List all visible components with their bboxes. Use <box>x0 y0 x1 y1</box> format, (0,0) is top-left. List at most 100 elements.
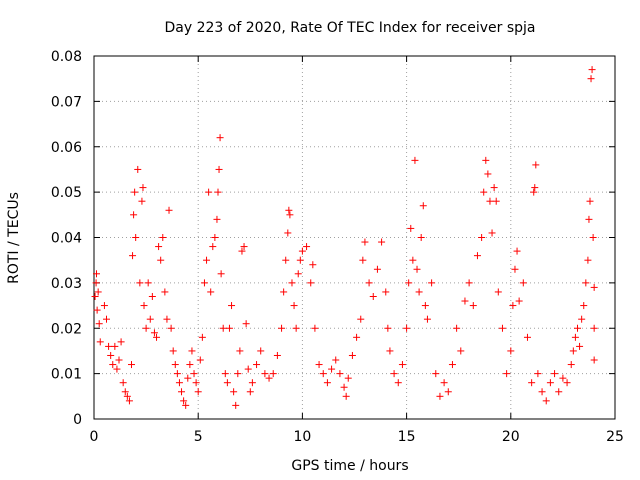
data-point <box>461 297 469 305</box>
data-point <box>567 361 575 369</box>
data-point <box>285 206 293 214</box>
data-point <box>453 324 461 332</box>
x-tick-label: 20 <box>502 429 520 445</box>
data-point <box>534 370 542 378</box>
data-point <box>216 134 224 142</box>
data-point <box>280 288 288 296</box>
data-point <box>484 170 492 178</box>
data-point <box>117 338 125 346</box>
data-point <box>178 388 186 396</box>
data-point <box>571 333 579 341</box>
data-point <box>257 347 265 355</box>
data-point <box>589 234 597 241</box>
data-point <box>109 361 117 369</box>
data-point <box>95 320 103 328</box>
data-point <box>103 315 111 323</box>
data-point <box>348 351 356 359</box>
data-point <box>100 302 108 310</box>
data-point <box>336 370 344 378</box>
data-point <box>403 324 411 332</box>
data-point <box>261 370 269 378</box>
data-point <box>332 356 340 364</box>
data-point <box>359 256 367 264</box>
data-point <box>319 370 327 378</box>
data-point <box>590 283 598 291</box>
data-point <box>215 165 223 173</box>
y-tick-label: 0.08 <box>51 49 82 65</box>
data-point <box>188 347 196 355</box>
data-point <box>246 388 254 396</box>
data-point <box>91 292 99 300</box>
y-tick-label: 0.04 <box>51 231 82 247</box>
data-point <box>161 288 169 296</box>
y-tick-label: 0 <box>73 412 82 428</box>
data-point <box>296 256 304 264</box>
data-point <box>590 356 598 364</box>
data-point <box>542 397 550 405</box>
data-point <box>146 315 154 323</box>
y-tick-label: 0.05 <box>51 185 82 201</box>
data-point <box>465 279 473 287</box>
data-point <box>532 161 540 169</box>
data-point <box>586 197 594 205</box>
data-point <box>155 243 163 251</box>
data-point <box>292 324 300 332</box>
axis-ticks: 0 5 10 15 20 25 0 0.01 0.02 0.03 0.04 0.05 0.06 0.07 0… <box>51 49 624 445</box>
data-point <box>511 265 519 273</box>
data-point <box>284 229 292 237</box>
data-point <box>290 302 298 310</box>
data-point <box>167 324 175 332</box>
y-tick-label: 0.01 <box>51 367 82 383</box>
data-point <box>244 365 252 373</box>
data-point <box>182 401 190 409</box>
data-point <box>142 324 150 332</box>
data-point <box>269 370 277 378</box>
data-point <box>278 324 286 332</box>
data-point <box>238 247 246 255</box>
data-point <box>131 188 139 196</box>
data-point <box>340 383 348 391</box>
data-point <box>150 329 158 337</box>
data-point <box>365 279 373 287</box>
data-point <box>428 279 436 287</box>
data-point <box>128 361 136 369</box>
data-point <box>211 234 219 241</box>
data-point <box>507 347 515 355</box>
data-point <box>478 234 486 241</box>
data-point <box>121 388 129 396</box>
data-point <box>413 265 421 273</box>
data-point <box>225 324 233 332</box>
x-tick-label: 15 <box>398 429 416 445</box>
data-point <box>253 361 261 369</box>
data-point <box>311 324 319 332</box>
x-tick-label: 5 <box>194 429 203 445</box>
data-point <box>113 365 121 373</box>
data-point <box>96 338 104 346</box>
data-point <box>273 351 281 359</box>
data-point <box>503 370 511 378</box>
data-point <box>159 234 167 241</box>
data-point <box>186 361 194 369</box>
data-point <box>309 261 317 269</box>
data-point <box>344 374 352 382</box>
data-point <box>573 324 581 332</box>
data-point <box>248 379 256 387</box>
data-point <box>415 288 423 296</box>
data-point <box>217 270 225 278</box>
data-point <box>328 365 336 373</box>
data-point <box>390 370 398 378</box>
data-point <box>490 184 498 192</box>
data-point <box>125 397 133 405</box>
data-point <box>486 197 494 205</box>
data-point <box>180 397 188 405</box>
data-point <box>409 256 417 264</box>
data-point <box>169 347 177 355</box>
data-point <box>184 374 192 382</box>
data-point <box>386 347 394 355</box>
data-point <box>580 302 588 310</box>
data-point <box>138 197 146 205</box>
data-point <box>288 279 296 287</box>
data-point <box>214 188 222 196</box>
data-point <box>482 156 490 164</box>
data-point <box>307 279 315 287</box>
